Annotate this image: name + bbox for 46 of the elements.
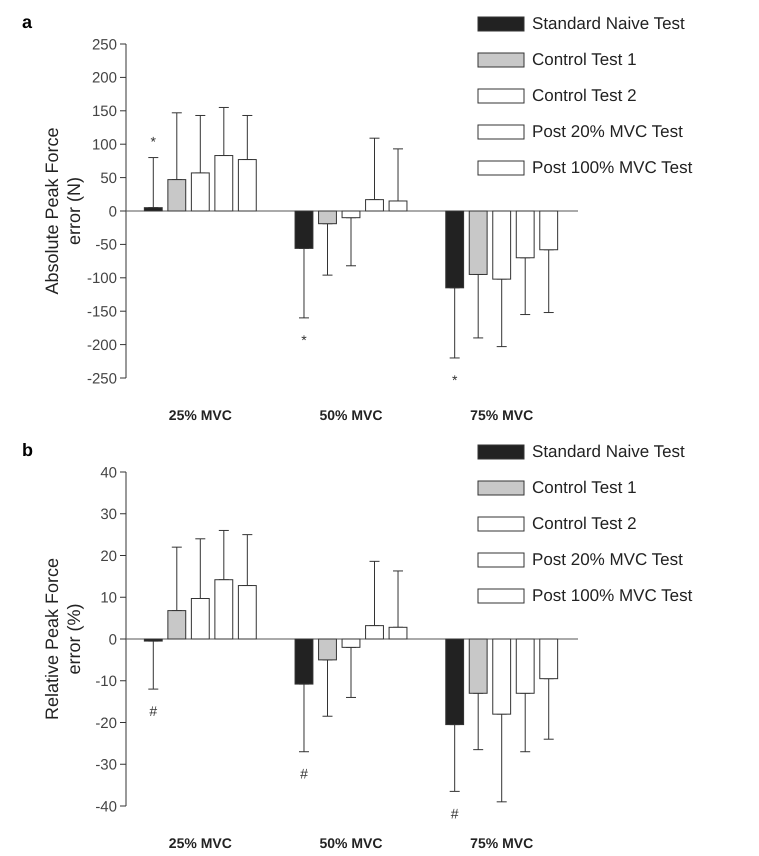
annotation: * (301, 332, 308, 348)
y-tick-label: -50 (95, 236, 117, 254)
x-tick-label: 50% MVC (319, 407, 383, 423)
y-tick-label: 50 (100, 170, 117, 187)
annotation: # (300, 766, 308, 782)
chart-title: b (22, 440, 33, 460)
legend-label: Post 20% MVC Test (532, 550, 684, 569)
y-tick-label: -20 (95, 714, 117, 732)
annotation: * (150, 133, 157, 150)
x-tick-label: 50% MVC (319, 835, 383, 851)
legend-label: Post 20% MVC Test (532, 122, 684, 141)
y-tick-label: 30 (100, 506, 117, 523)
x-tick-label: 25% MVC (168, 835, 232, 851)
x-tick-label: 25% MVC (168, 407, 232, 423)
y-axis-title: Absolute Peak Force error (N) (42, 127, 84, 295)
legend-label: Standard Naive Test (532, 442, 686, 461)
y-tick-label: -40 (95, 798, 117, 816)
annotation: # (149, 703, 158, 719)
legend-label: Post 100% MVC Test (532, 586, 693, 605)
y-tick-label: -250 (86, 370, 117, 388)
y-tick-label: 150 (92, 103, 117, 120)
y-tick-label: 0 (108, 631, 117, 648)
legend-label: Control Test 1 (532, 478, 637, 497)
x-tick-label: 75% MVC (470, 835, 534, 851)
y-tick-label: -200 (86, 336, 117, 354)
legend-label: Control Test 1 (532, 50, 637, 69)
y-tick-label: -30 (95, 756, 117, 774)
legend-label: Post 100% MVC Test (532, 158, 693, 177)
y-tick-label: -10 (95, 673, 117, 690)
y-tick-label: 100 (92, 136, 117, 154)
legend-label: Control Test 2 (532, 86, 637, 105)
y-axis-title: Relative Peak Force error (%) (42, 558, 84, 720)
y-tick-label: 10 (100, 590, 117, 606)
y-tick-label: -100 (86, 270, 117, 288)
x-tick-label: 75% MVC (470, 407, 534, 423)
y-tick-label: 200 (92, 70, 117, 87)
y-tick-label: 250 (92, 36, 117, 54)
y-tick-label: 0 (108, 203, 117, 220)
y-tick-label: -150 (86, 303, 117, 320)
y-tick-label: 20 (100, 548, 117, 565)
legend-label: Standard Naive Test (532, 14, 686, 33)
annotation: * (452, 372, 458, 388)
annotation: # (450, 805, 459, 822)
chart-title: a (22, 12, 33, 32)
legend-label: Control Test 2 (532, 514, 637, 533)
y-tick-label: 40 (100, 464, 117, 482)
